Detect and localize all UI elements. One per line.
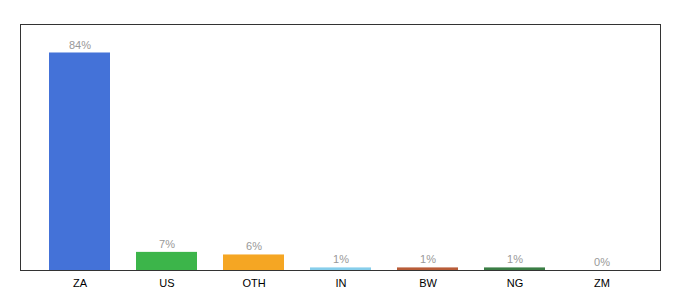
svg-text:1%: 1%: [333, 253, 349, 265]
svg-text:0%: 0%: [594, 256, 610, 268]
svg-text:IN: IN: [336, 277, 347, 289]
svg-text:7%: 7%: [159, 238, 175, 250]
svg-text:84%: 84%: [69, 39, 91, 51]
svg-text:OTH: OTH: [242, 277, 265, 289]
svg-text:US: US: [159, 277, 174, 289]
svg-text:ZA: ZA: [73, 277, 88, 289]
svg-text:NG: NG: [507, 277, 524, 289]
svg-text:BW: BW: [419, 277, 437, 289]
svg-text:1%: 1%: [420, 253, 436, 265]
svg-text:6%: 6%: [246, 240, 262, 252]
svg-text:1%: 1%: [507, 253, 523, 265]
svg-text:ZM: ZM: [594, 277, 610, 289]
